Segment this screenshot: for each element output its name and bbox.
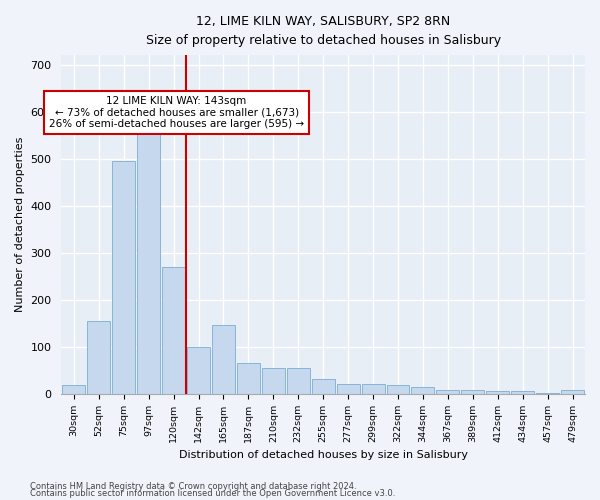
Bar [237,363,260,394]
Title: 12, LIME KILN WAY, SALISBURY, SP2 8RN
Size of property relative to detached hous: 12, LIME KILN WAY, SALISBURY, SP2 8RN Si… [146,15,501,47]
Bar [536,392,559,394]
Bar [461,390,484,394]
Bar [287,368,310,394]
Bar [436,390,460,394]
Text: Contains HM Land Registry data © Crown copyright and database right 2024.: Contains HM Land Registry data © Crown c… [30,482,356,491]
Bar [511,391,534,394]
Bar [486,391,509,394]
Bar [561,390,584,394]
Bar [62,385,85,394]
Bar [187,346,210,394]
Bar [137,128,160,394]
Bar [88,320,110,394]
Y-axis label: Number of detached properties: Number of detached properties [15,136,25,312]
Bar [386,385,409,394]
Bar [362,384,385,394]
Bar [337,384,359,394]
X-axis label: Distribution of detached houses by size in Salisbury: Distribution of detached houses by size … [179,450,468,460]
Text: Contains public sector information licensed under the Open Government Licence v3: Contains public sector information licen… [30,489,395,498]
Bar [312,380,335,394]
Bar [162,266,185,394]
Bar [112,161,135,394]
Bar [412,386,434,394]
Text: 12 LIME KILN WAY: 143sqm
← 73% of detached houses are smaller (1,673)
26% of sem: 12 LIME KILN WAY: 143sqm ← 73% of detach… [49,96,304,129]
Bar [212,326,235,394]
Bar [262,368,285,394]
